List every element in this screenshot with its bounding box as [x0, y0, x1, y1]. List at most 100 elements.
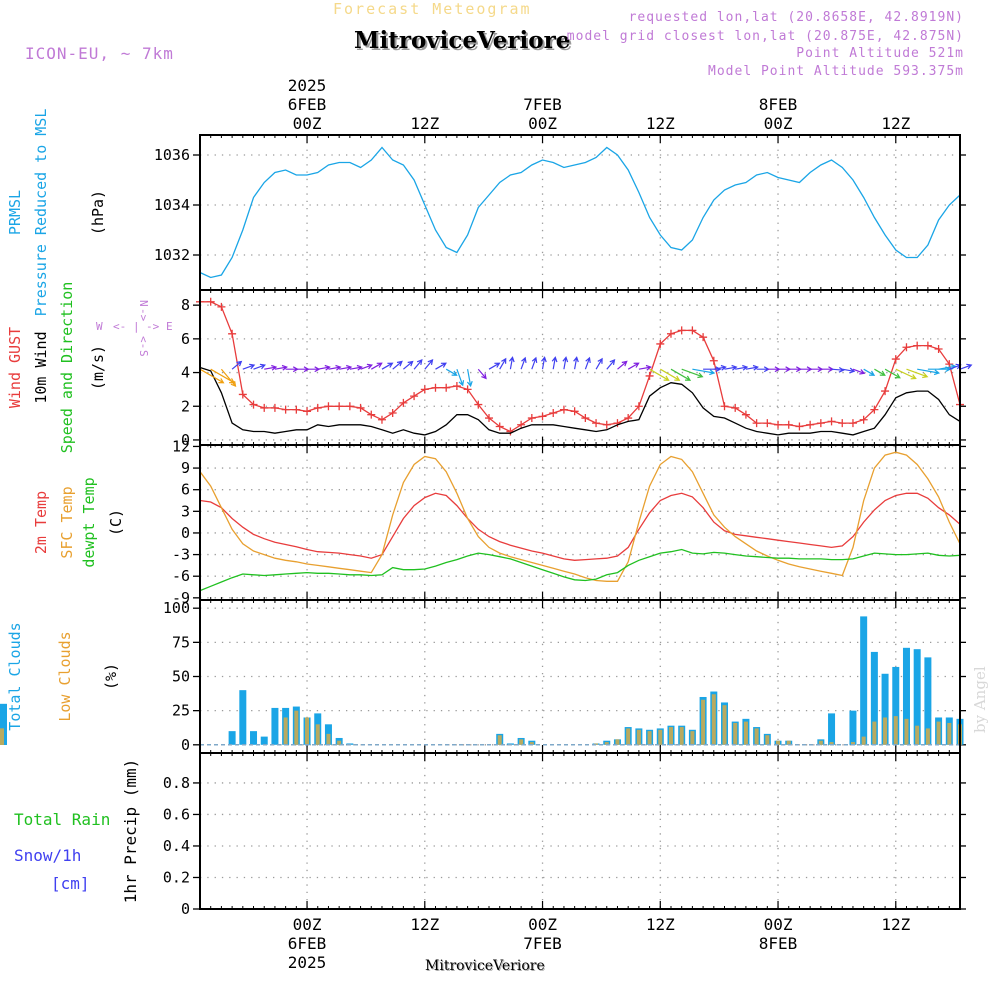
bar-total-clouds	[870, 651, 878, 745]
wind-arrow	[745, 364, 759, 371]
axis-label-pressure: PRMSL	[6, 190, 24, 235]
y-tick-label: 0	[181, 431, 190, 449]
y-tick-label: 0.2	[163, 868, 190, 886]
series-line-temperature-1	[199, 451, 961, 582]
y-tick-label: 1034	[154, 196, 190, 214]
axis-label-temperature: (C)	[107, 509, 125, 536]
wind-arrow	[959, 363, 973, 370]
gust-marker	[602, 420, 611, 429]
bar-low-clouds	[915, 725, 920, 745]
y-tick-label: 3	[181, 502, 190, 520]
y-tick-label: 25	[172, 702, 190, 720]
compass-arrow-down: <-	[137, 336, 150, 349]
wind-arrow	[328, 364, 342, 371]
wind-arrow	[573, 356, 579, 370]
y-tick-label: 12	[172, 437, 190, 455]
gust-marker	[902, 343, 911, 352]
bar-low-clouds	[594, 743, 599, 745]
bar-low-clouds	[818, 740, 823, 745]
bar-total-clouds	[924, 657, 932, 745]
gust-marker	[249, 400, 258, 409]
gust-marker	[527, 414, 536, 423]
y-tick-label: 0.6	[163, 805, 190, 823]
top-time-label: 00Z	[764, 114, 793, 133]
axis-label-pressure: (hPa)	[89, 190, 107, 235]
bar-total-clouds	[860, 616, 868, 745]
bar-low-clouds	[326, 733, 331, 745]
chart-title: Forecast Meteogram	[333, 0, 532, 18]
gust-marker	[570, 407, 579, 416]
gust-marker	[377, 415, 386, 424]
wind-arrow	[895, 368, 917, 380]
gust-marker	[399, 398, 408, 407]
y-tick-label: 2	[181, 397, 190, 415]
bottom-time-label: 6FEB	[288, 934, 327, 953]
wind-arrow	[842, 367, 856, 374]
gust-marker	[891, 355, 900, 364]
gust-marker	[367, 410, 376, 419]
bar-total-clouds	[913, 649, 921, 745]
wind-arrow	[551, 356, 558, 370]
wind-arrow	[831, 366, 845, 373]
gust-marker	[656, 339, 665, 348]
axis-label-temperature: SFC Temp	[58, 486, 76, 558]
bar-low-clouds	[294, 710, 299, 745]
wind-arrow	[541, 356, 547, 370]
top-time-label: 12Z	[881, 114, 910, 133]
gust-marker	[784, 420, 793, 429]
footer-station: MitroviceVeriore	[425, 958, 545, 974]
axis-label-wind: Wind GUST	[6, 327, 24, 408]
y-tick-label: 100	[163, 599, 190, 617]
bar-low-clouds	[497, 735, 502, 745]
axis-label-temperature: dewpt Temp	[80, 477, 98, 567]
wind-arrow	[296, 366, 310, 373]
legend-snow: Snow/1h	[14, 846, 81, 865]
wind-arrow	[713, 364, 727, 371]
gust-marker	[870, 405, 879, 414]
wind-arrow	[381, 362, 394, 370]
gust-marker	[217, 302, 226, 311]
wind-arrow	[606, 359, 616, 370]
bottom-time-label: 00Z	[764, 915, 793, 934]
gust-marker	[741, 410, 750, 419]
panel-clouds: 0 25 50 75 100 Total Clouds Low Clouds (%)	[0, 599, 966, 754]
bar-low-clouds	[658, 729, 663, 745]
wind-arrow	[220, 368, 237, 387]
gust-marker	[228, 329, 237, 338]
gust-marker	[388, 408, 397, 417]
compass-n: N	[137, 300, 150, 307]
bar-low-clouds	[668, 727, 673, 745]
bottom-time-label: 00Z	[528, 915, 557, 934]
gust-marker	[592, 419, 601, 428]
wind-arrow	[349, 364, 363, 371]
bar-low-clouds	[679, 727, 684, 745]
gust-marker	[206, 297, 215, 306]
gust-marker	[645, 371, 654, 380]
gust-marker	[677, 326, 686, 335]
axis-label-clouds: Low Clouds	[56, 631, 74, 721]
wind-arrow	[703, 366, 722, 373]
bar-low-clouds	[861, 736, 866, 745]
wind-arrow	[466, 369, 473, 388]
wind-arrow	[231, 360, 243, 370]
bar-low-clouds	[786, 740, 791, 745]
gust-marker	[335, 402, 344, 411]
bar-total-clouds	[892, 666, 900, 745]
axis-label-wind: Speed and Direction	[58, 282, 76, 454]
panel-frame	[199, 752, 961, 910]
bar-low-clouds	[615, 739, 620, 745]
wind-arrow	[531, 356, 538, 370]
gust-marker	[859, 415, 868, 424]
bottom-time-label: 00Z	[293, 915, 322, 934]
gust-marker	[495, 422, 504, 431]
wind-arrow	[456, 368, 465, 387]
y-tick-label: -3	[172, 546, 190, 564]
bar-low-clouds	[519, 739, 524, 745]
bottom-time-label: 12Z	[410, 915, 439, 934]
wind-arrow	[488, 362, 501, 370]
series-line-wind-0	[200, 301, 961, 433]
credit-watermark: by Angel	[971, 666, 989, 733]
bar-low-clouds	[283, 717, 288, 745]
gust-marker	[923, 341, 932, 350]
wind-arrow	[874, 368, 886, 376]
